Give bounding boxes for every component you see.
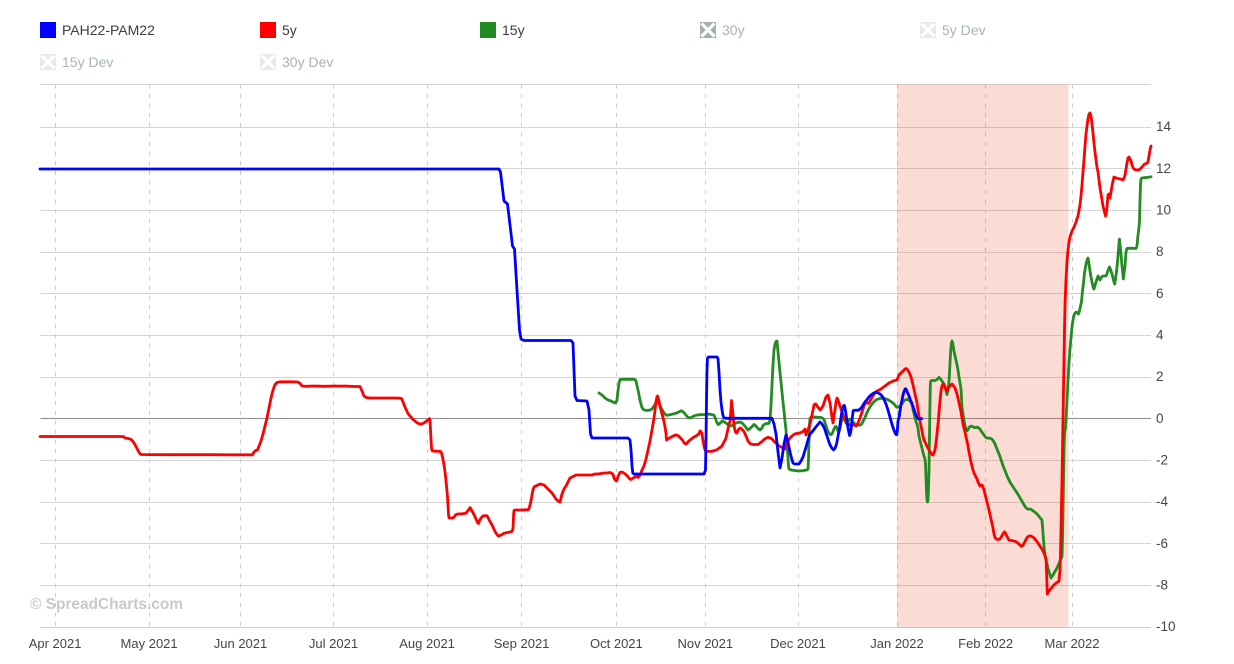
svg-text:-6: -6 bbox=[1156, 536, 1168, 551]
svg-text:-4: -4 bbox=[1156, 494, 1168, 509]
svg-text:Dec 2021: Dec 2021 bbox=[770, 636, 826, 651]
svg-text:-8: -8 bbox=[1156, 577, 1168, 592]
svg-text:Sep 2021: Sep 2021 bbox=[494, 636, 550, 651]
svg-text:Nov 2021: Nov 2021 bbox=[677, 636, 733, 651]
svg-text:© SpreadCharts.com: © SpreadCharts.com bbox=[30, 596, 183, 613]
svg-text:Oct 2021: Oct 2021 bbox=[590, 636, 643, 651]
svg-text:4: 4 bbox=[1156, 328, 1164, 343]
svg-text:Mar 2022: Mar 2022 bbox=[1045, 636, 1100, 651]
svg-text:Feb 2022: Feb 2022 bbox=[958, 636, 1013, 651]
svg-text:14: 14 bbox=[1156, 119, 1172, 134]
svg-text:12: 12 bbox=[1156, 161, 1171, 176]
svg-text:Jan 2022: Jan 2022 bbox=[870, 636, 924, 651]
svg-text:0: 0 bbox=[1156, 411, 1164, 426]
svg-text:Jun 2021: Jun 2021 bbox=[214, 636, 268, 651]
svg-text:2: 2 bbox=[1156, 369, 1164, 384]
svg-text:Jul 2021: Jul 2021 bbox=[309, 636, 358, 651]
svg-text:8: 8 bbox=[1156, 244, 1164, 259]
svg-text:May 2021: May 2021 bbox=[121, 636, 178, 651]
svg-text:-10: -10 bbox=[1156, 619, 1176, 634]
svg-text:Aug 2021: Aug 2021 bbox=[399, 636, 455, 651]
svg-text:Apr 2021: Apr 2021 bbox=[29, 636, 82, 651]
svg-text:10: 10 bbox=[1156, 203, 1171, 218]
svg-text:6: 6 bbox=[1156, 286, 1164, 301]
svg-text:-2: -2 bbox=[1156, 453, 1168, 468]
